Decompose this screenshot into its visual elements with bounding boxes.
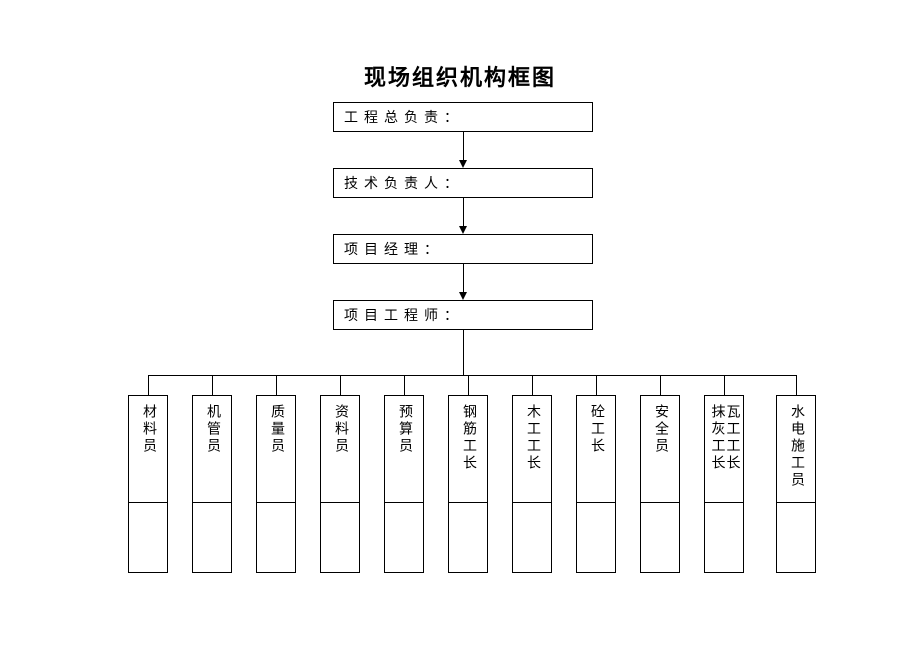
leaf-blank <box>320 503 360 573</box>
leaf-label: 质量员 <box>269 404 283 502</box>
leaf-blank <box>704 503 744 573</box>
box-pm: 项目经理： <box>333 234 593 264</box>
box-general: 工程总负责： <box>333 102 593 132</box>
connector-line <box>463 132 464 160</box>
drop-line <box>532 375 533 395</box>
leaf-blank <box>448 503 488 573</box>
leaf-blank <box>512 503 552 573</box>
leaf-label: 瓦工工长 <box>725 404 739 502</box>
leaf-rebar: 钢筋工长 <box>448 395 488 573</box>
box-pe-label: 项目工程师： <box>344 305 464 325</box>
leaf-label: 钢筋工长 <box>461 404 475 502</box>
drop-line <box>596 375 597 395</box>
leaf-quality: 质量员 <box>256 395 296 573</box>
drop-line <box>660 375 661 395</box>
leaf-label: 材料员 <box>141 404 155 502</box>
leaf-blank <box>576 503 616 573</box>
leaf-label: 预算员 <box>397 404 411 502</box>
box-general-label: 工程总负责： <box>344 107 464 127</box>
leaf-blank <box>640 503 680 573</box>
leaf-blank <box>128 503 168 573</box>
box-tech-lead: 技术负责人： <box>333 168 593 198</box>
drop-line <box>796 375 797 395</box>
leaf-blank <box>256 503 296 573</box>
connector-line <box>463 198 464 226</box>
arrowhead-icon <box>459 160 467 168</box>
drop-line <box>212 375 213 395</box>
arrowhead-icon <box>459 226 467 234</box>
box-pm-label: 项目经理： <box>344 239 444 259</box>
leaf-materials: 材料员 <box>128 395 168 573</box>
leaf-label: 水电施工员 <box>789 404 803 502</box>
drop-line <box>724 375 725 395</box>
leaf-blank <box>776 503 816 573</box>
bus-line <box>148 375 796 376</box>
leaf-label: 木工工长 <box>525 404 539 502</box>
connector-line <box>463 330 464 375</box>
leaf-concrete: 砼工长 <box>576 395 616 573</box>
leaf-safety: 安全员 <box>640 395 680 573</box>
drop-line <box>276 375 277 395</box>
leaf-documents: 资料员 <box>320 395 360 573</box>
connector-line <box>463 264 464 292</box>
leaf-mep: 水电施工员 <box>776 395 816 573</box>
diagram-title: 现场组织机构框图 <box>0 60 920 92</box>
leaf-machinery: 机管员 <box>192 395 232 573</box>
leaf-blank <box>384 503 424 573</box>
leaf-label: 资料员 <box>333 404 347 502</box>
box-tech-lead-label: 技术负责人： <box>344 173 464 193</box>
leaf-blank <box>192 503 232 573</box>
leaf-label: 机管员 <box>205 404 219 502</box>
leaf-budget: 预算员 <box>384 395 424 573</box>
drop-line <box>148 375 149 395</box>
drop-line <box>468 375 469 395</box>
leaf-label: 砼工长 <box>589 404 603 502</box>
leaf-plaster-tile: 抹灰工长 瓦工工长 <box>704 395 744 573</box>
leaf-label: 抹灰工长 <box>710 404 724 502</box>
drop-line <box>404 375 405 395</box>
arrowhead-icon <box>459 292 467 300</box>
box-pe: 项目工程师： <box>333 300 593 330</box>
drop-line <box>340 375 341 395</box>
leaf-carpentry: 木工工长 <box>512 395 552 573</box>
leaf-label: 安全员 <box>653 404 667 502</box>
